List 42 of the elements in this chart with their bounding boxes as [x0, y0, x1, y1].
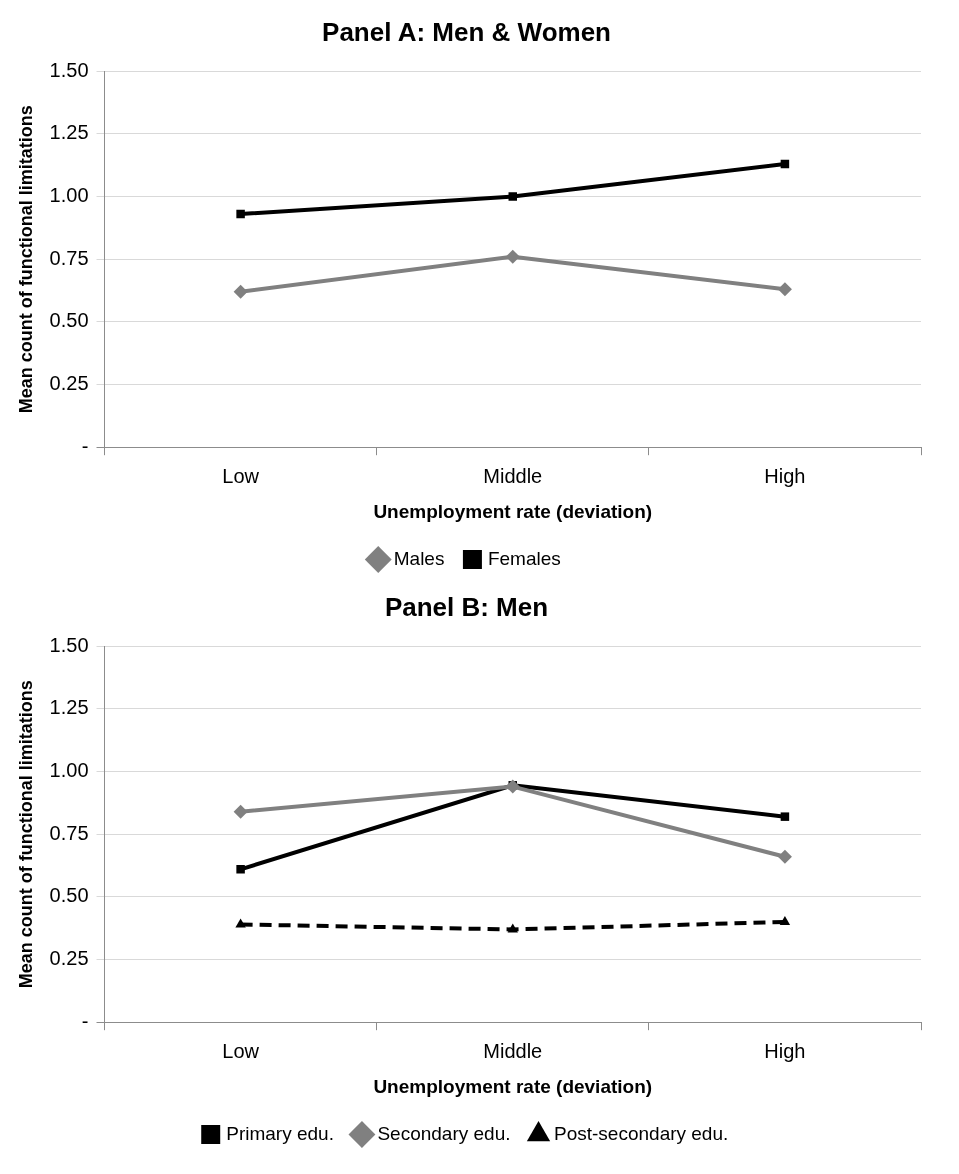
chart-title: Panel B: Men: [384, 591, 549, 622]
y-tick-label: 0.75: [49, 821, 89, 844]
legend-label: Primary edu.: [226, 1122, 334, 1144]
y-tick-label: -: [81, 1009, 89, 1032]
point: [777, 282, 792, 297]
x-tick-label: High: [764, 464, 806, 487]
point: [780, 812, 790, 821]
y-tick-label: 1.25: [49, 696, 89, 719]
x-tick-label: High: [764, 1039, 806, 1062]
point: [236, 209, 245, 219]
y-tick-label: 0.50: [49, 309, 89, 332]
legend-label: Secondary edu.: [377, 1122, 511, 1144]
x-axis-title: Unemployment rate (deviation): [373, 500, 653, 522]
y-axis-title: Mean count of functional limitations: [15, 680, 36, 989]
point: [779, 915, 791, 925]
chart-title: Panel A: Men & Women: [322, 16, 611, 47]
y-tick-label: 0.75: [49, 246, 89, 269]
y-axis-title: Mean count of functional limitations: [15, 105, 36, 414]
y-tick-label: 0.25: [49, 947, 89, 970]
point: [233, 284, 248, 299]
y-tick-label: 1.50: [49, 633, 89, 656]
y-tick-label: 1.00: [49, 184, 89, 207]
point: [508, 192, 518, 201]
legend-label: Females: [487, 547, 561, 569]
x-axis-title: Unemployment rate (deviation): [373, 1075, 653, 1097]
point: [505, 779, 520, 794]
x-tick-label: Low: [222, 464, 260, 487]
point: [505, 249, 520, 264]
point: [236, 865, 245, 874]
x-tick-label: Low: [222, 1039, 260, 1062]
y-tick-label: 0.25: [49, 372, 89, 395]
legend-label: Males: [393, 547, 445, 569]
x-tick-label: Middle: [483, 1039, 543, 1062]
y-tick-label: 1.50: [49, 58, 89, 81]
legend-label: Post-secondary edu.: [554, 1122, 729, 1144]
point: [777, 849, 792, 864]
x-tick-label: Middle: [483, 464, 543, 487]
y-tick-label: 0.50: [49, 884, 89, 907]
y-tick-label: 1.25: [49, 121, 89, 144]
point: [233, 804, 248, 819]
y-tick-label: -: [81, 434, 89, 457]
y-tick-label: 1.00: [49, 759, 89, 782]
